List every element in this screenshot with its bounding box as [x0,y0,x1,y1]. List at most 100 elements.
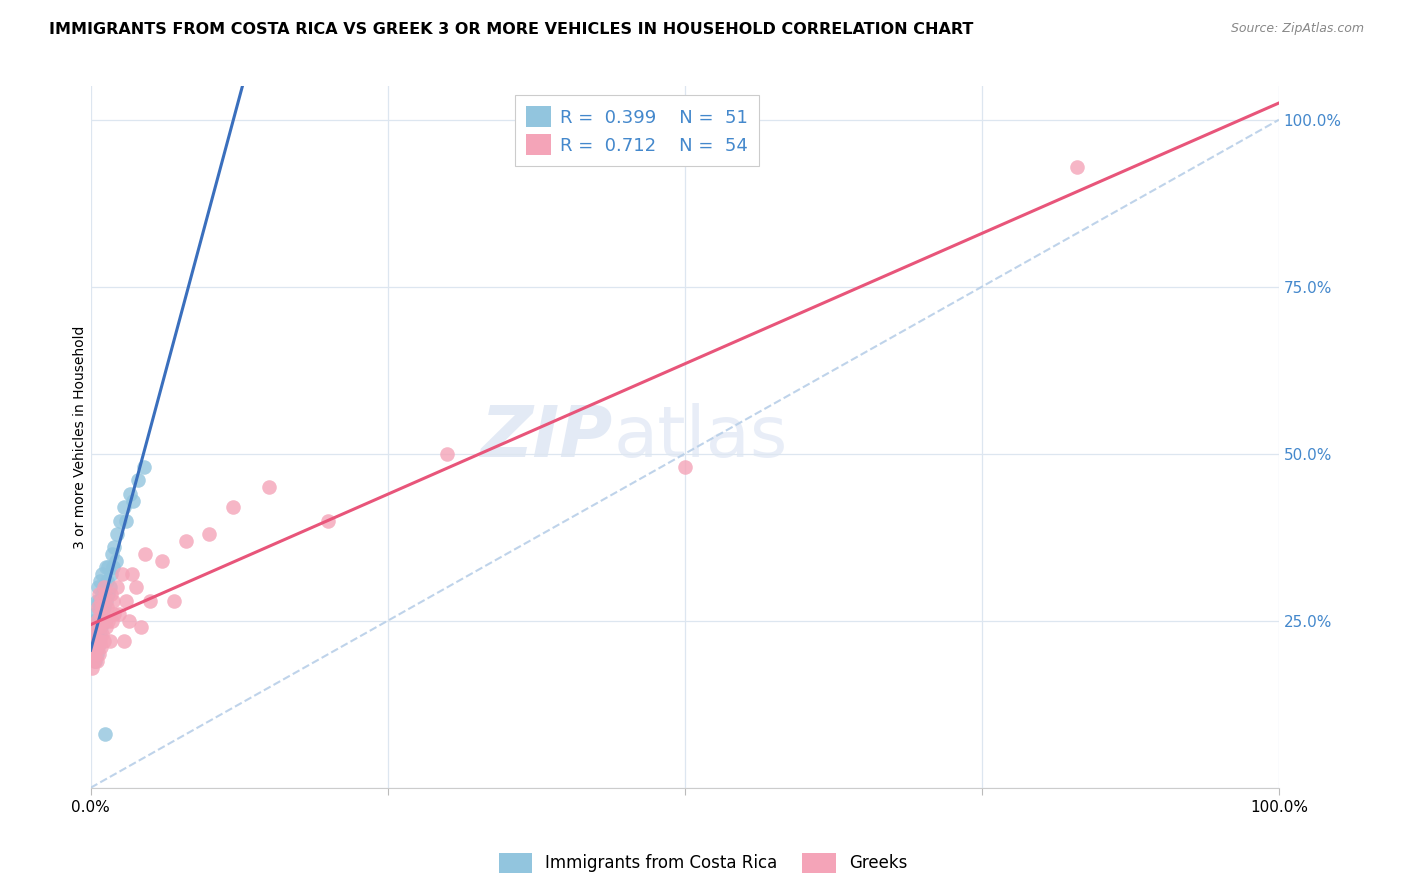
Point [86,627,108,641]
Point [91,600,114,615]
Point [96,574,118,588]
Point [117,614,139,628]
Point [163,593,186,607]
Point [84,647,107,661]
Point [91,627,114,641]
Point [89,607,111,621]
Point [84,620,107,634]
Point [104,554,127,568]
Point [103,607,125,621]
Point [89,574,111,588]
Point [83,627,105,641]
Point [87,640,110,655]
Point [129,620,152,634]
Point [86,647,108,661]
Point [122,493,145,508]
Point [97,614,120,628]
Point [94,587,117,601]
Point [115,593,138,607]
Point [93,633,115,648]
Point [83,627,105,641]
Point [94,587,117,601]
Point [86,654,108,668]
Point [105,580,128,594]
Point [90,593,112,607]
Point [93,580,115,594]
Point [125,580,148,594]
Point [87,593,110,607]
Point [86,640,108,655]
Point [86,593,108,607]
Point [132,460,155,475]
Point [94,620,117,634]
Point [87,614,110,628]
Point [97,587,120,601]
Point [150,554,173,568]
Point [87,620,110,634]
Point [87,633,110,648]
Point [82,647,104,661]
Point [94,560,117,574]
Point [94,614,117,628]
Point [98,633,121,648]
Point [316,514,339,528]
Point [97,560,120,574]
Text: ZIP: ZIP [481,402,613,472]
Point [89,633,111,648]
Point [82,633,104,648]
Point [134,547,156,561]
Point [80,647,103,661]
Text: atlas: atlas [613,402,787,472]
Point [96,600,118,615]
Point [90,640,112,655]
Text: IMMIGRANTS FROM COSTA RICA VS GREEK 3 OR MORE VEHICLES IN HOUSEHOLD CORRELATION : IMMIGRANTS FROM COSTA RICA VS GREEK 3 OR… [49,22,973,37]
Point [94,614,117,628]
Point [436,447,458,461]
Point [1066,160,1088,174]
Point [87,580,110,594]
Point [89,600,111,615]
Point [82,614,104,628]
Point [89,627,111,641]
Point [112,633,135,648]
Point [93,600,115,615]
Point [82,633,104,648]
Legend: Immigrants from Costa Rica, Greeks: Immigrants from Costa Rica, Greeks [492,847,914,880]
Point [90,620,112,634]
Point [84,607,107,621]
Point [91,607,114,621]
Point [101,547,124,561]
Point [127,474,149,488]
Point [105,527,128,541]
Point [101,614,124,628]
Point [84,633,107,648]
Point [83,640,105,655]
Point [80,660,103,674]
Legend: R =  0.399    N =  51, R =  0.712    N =  54: R = 0.399 N = 51, R = 0.712 N = 54 [516,95,759,166]
Point [103,560,125,574]
Point [86,614,108,628]
Point [673,460,696,475]
Point [257,480,280,494]
Point [87,600,110,615]
Point [87,620,110,634]
Point [100,587,122,601]
Point [84,654,107,668]
Point [103,593,125,607]
Point [90,593,112,607]
Point [93,580,115,594]
Point [87,647,110,661]
Point [110,566,132,581]
Point [87,633,110,648]
Point [112,500,135,515]
Point [94,727,117,741]
Text: Source: ZipAtlas.com: Source: ZipAtlas.com [1230,22,1364,36]
Point [139,593,162,607]
Point [100,566,122,581]
Point [83,654,105,668]
Point [86,614,108,628]
Point [91,587,114,601]
Point [222,500,245,515]
Point [91,566,114,581]
Point [94,593,117,607]
